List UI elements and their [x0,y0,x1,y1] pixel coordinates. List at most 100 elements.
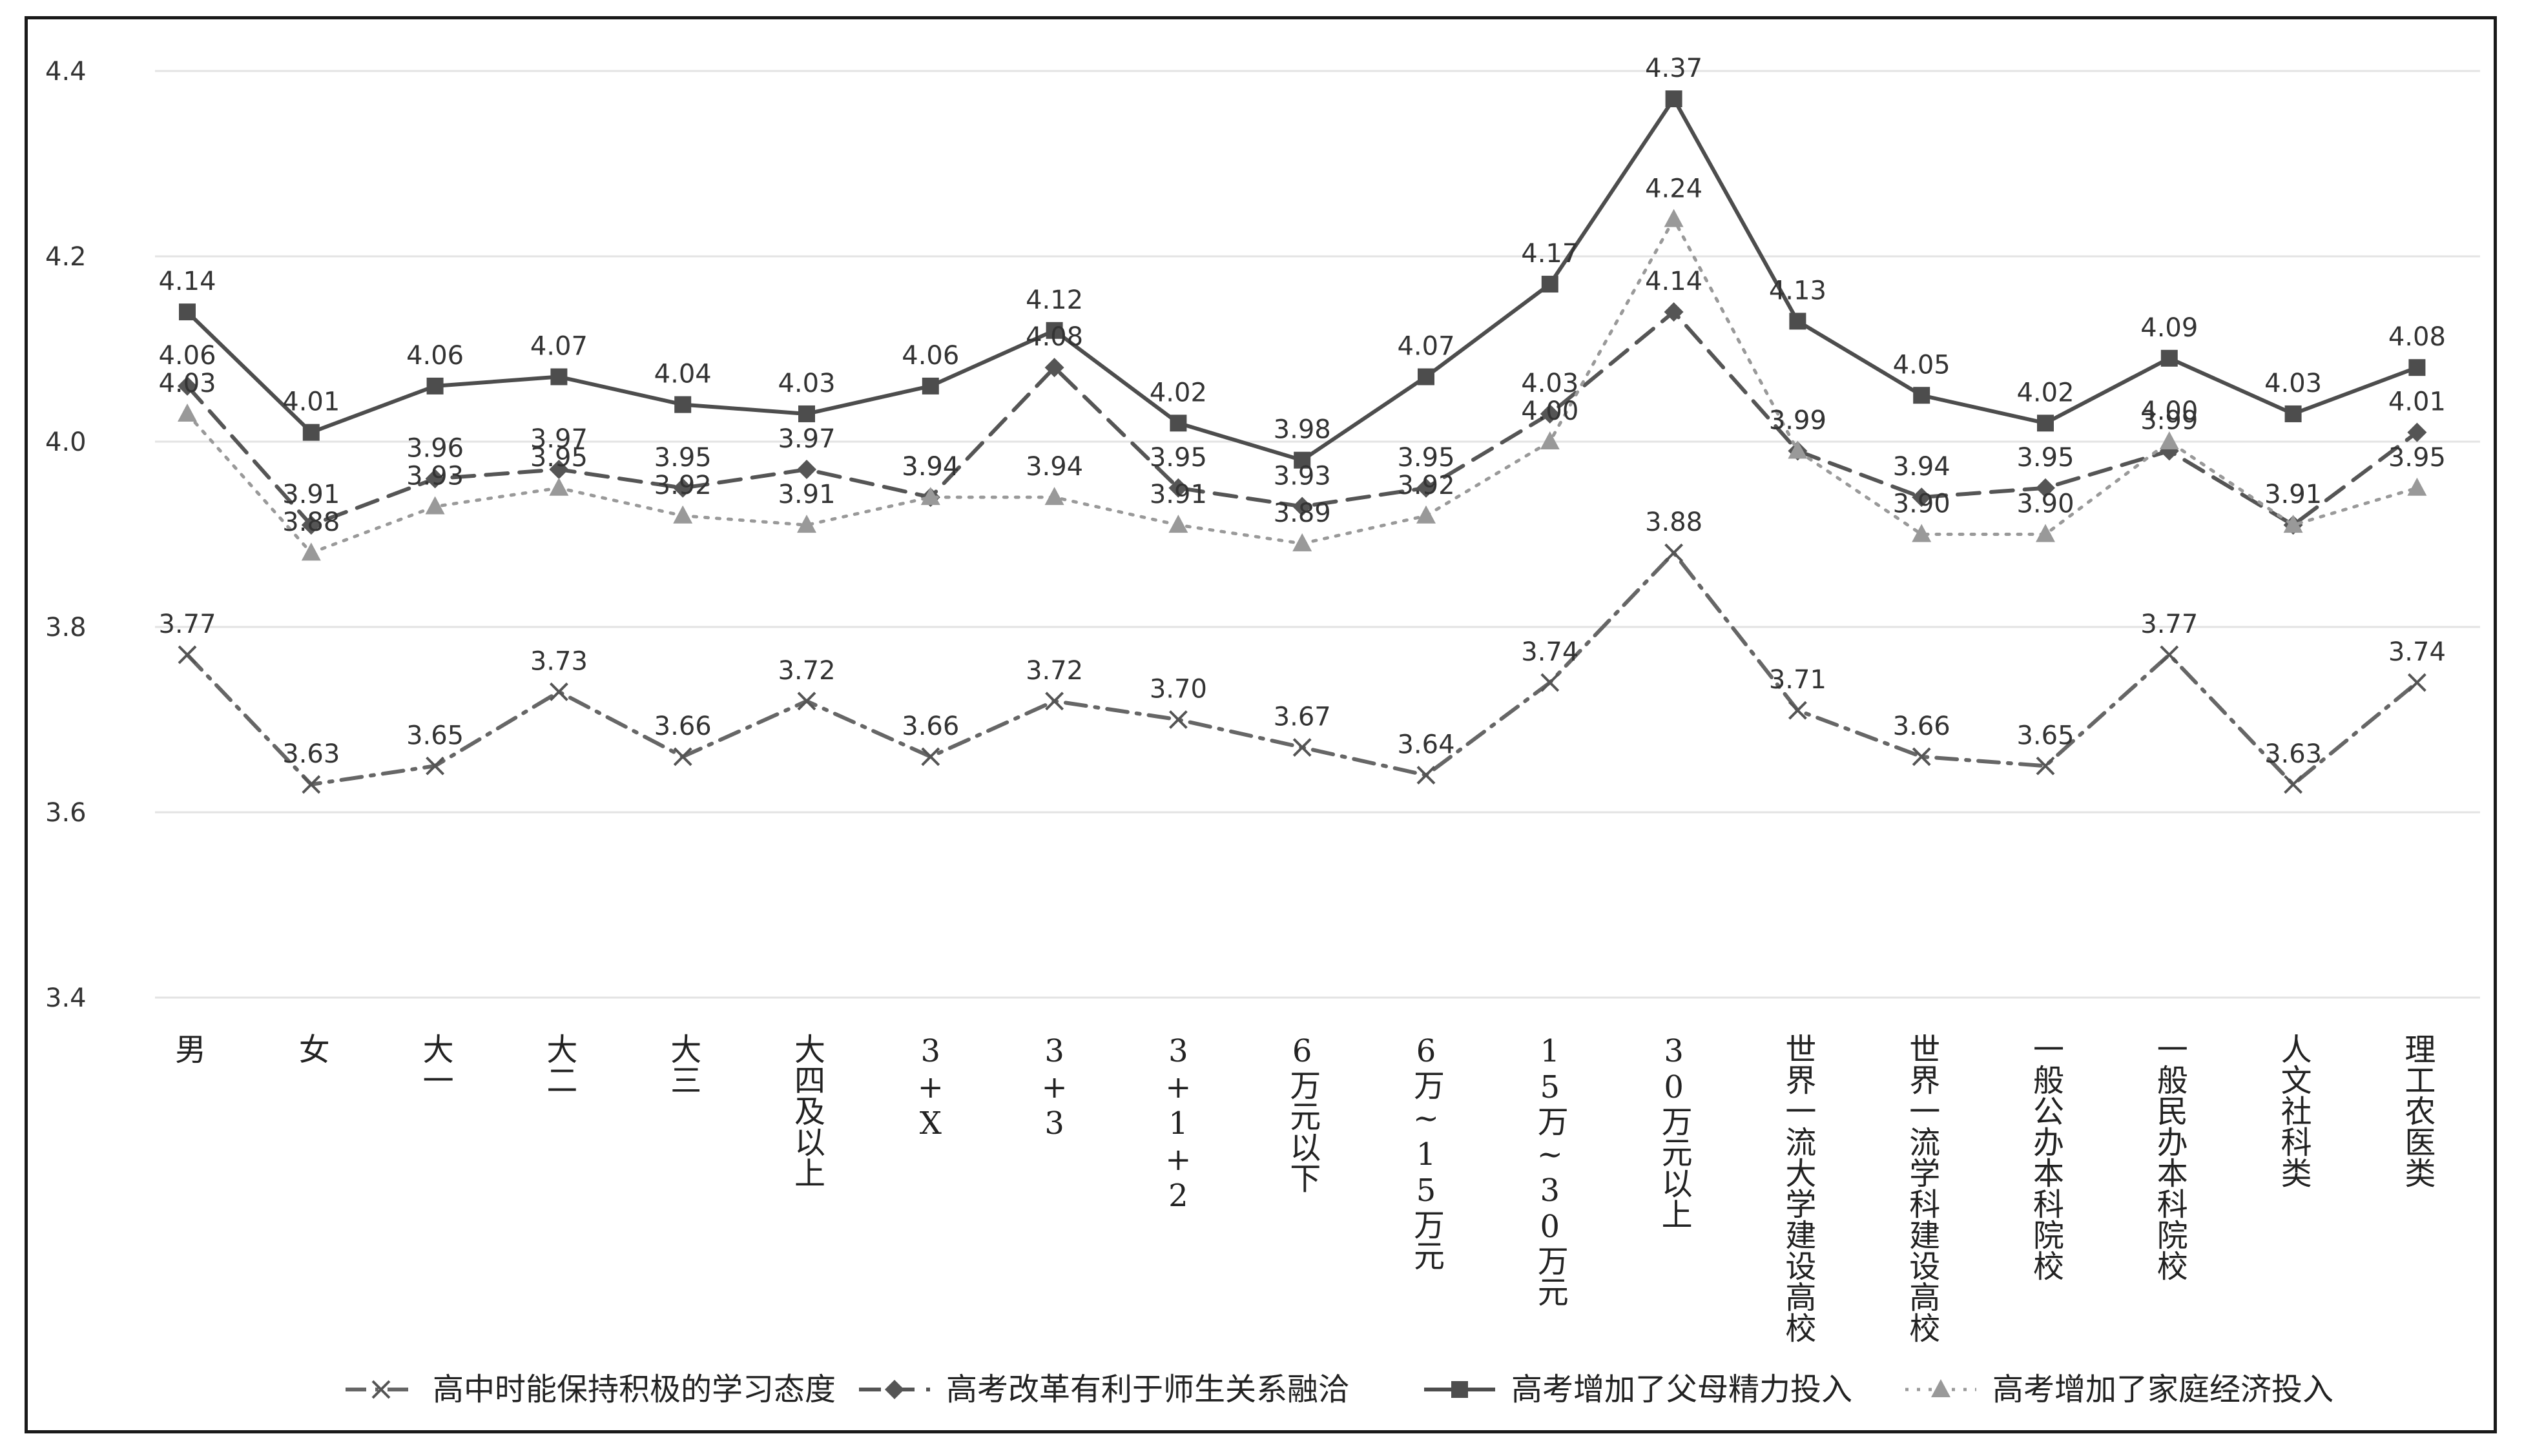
category-label: 6万~15万元 [1408,1033,1444,1271]
data-labels: 3.77 3.63 3.65 3.73 3.66 3.72 3.66 3.72 3.70 3.67… [158,54,2445,769]
data-label: 4.24 [1645,174,1702,204]
data-label: 4.13 [1769,276,1826,305]
data-label: 3.99 [2140,405,2198,435]
data-label: 3.72 [778,656,835,686]
point-marker [1912,487,1932,508]
data-label: 3.98 [1274,415,1331,445]
data-label: 4.00 [2140,396,2198,426]
point-marker [1418,368,1434,385]
point-marker [1541,276,1558,293]
data-label: 4.05 [1893,350,1950,380]
y-tick-label: 3.4 [45,983,87,1013]
point-marker [1045,692,1064,711]
point-marker [178,403,197,422]
data-label: 3.67 [1274,702,1331,732]
point-marker [921,747,940,766]
series-3 [179,90,2426,469]
series-lines [178,90,2427,794]
legend-label: 高中时能保持积极的学习态度 [433,1371,836,1408]
series-4 [178,209,2427,561]
category-label: 大二 [541,1033,577,1095]
point-marker [549,477,569,496]
data-label: 3.99 [1769,405,1826,435]
point-marker [179,303,196,321]
data-label: 3.95 [1150,443,1207,473]
data-label: 3.66 [654,712,712,741]
data-label: 4.02 [1150,378,1207,407]
point-marker [674,396,692,413]
data-label: 3.94 [902,452,959,482]
point-marker [2407,673,2426,692]
point-marker [1168,478,1188,498]
data-label: 3.95 [2016,443,2074,473]
point-marker [549,682,568,701]
point-marker [178,645,197,664]
category-label: 世界一流学科建设高校 [1903,1033,1940,1343]
data-label: 4.37 [1645,54,1702,83]
point-marker [1788,701,1807,720]
data-label: 3.91 [2264,480,2322,509]
data-label: 3.72 [1026,656,1083,686]
category-label: 大四及以上 [789,1033,825,1188]
point-marker [1170,415,1187,432]
legend-item: 高中时能保持积极的学习态度 [346,1371,836,1408]
category-label: 女 [293,1033,329,1064]
data-label: 4.06 [902,341,959,371]
point-marker [1168,710,1188,729]
point-marker [301,515,321,535]
legend-label: 高考增加了父母精力投入 [1511,1371,1852,1408]
point-marker [1664,209,1684,227]
y-tick-label: 4.0 [45,427,87,457]
category-label: 大一 [417,1033,453,1095]
point-marker [1292,533,1312,551]
point-marker [426,756,445,775]
y-tick-label: 4.4 [45,57,87,87]
point-marker [2160,349,2178,367]
category-label: 世界一流大学建设高校 [1779,1033,1815,1343]
point-marker [2284,405,2302,422]
point-marker [673,478,693,498]
point-marker [885,1380,904,1399]
data-label: 3.94 [1026,452,1083,482]
legend-item: 高考改革有利于师生关系融洽 [859,1371,1349,1408]
point-marker [922,377,939,395]
y-tick-label: 4.2 [45,242,87,272]
point-marker [2408,359,2426,376]
point-marker [1168,515,1188,533]
data-label: 3.74 [2388,637,2446,667]
point-marker [1044,487,1064,506]
category-label: 一般公办本科院校 [2027,1033,2064,1281]
category-label: 大三 [665,1033,701,1095]
category-label: 6万元以下 [1284,1033,1320,1193]
category-label: 3+3 [1037,1033,1073,1142]
data-label: 3.94 [902,452,959,482]
category-label: 一般民办本科院校 [2151,1033,2188,1281]
data-label: 3.92 [654,471,712,500]
data-label: 3.97 [778,424,835,454]
point-marker [425,469,445,489]
point-marker [797,460,816,480]
data-label: 3.93 [406,461,464,491]
data-label: 3.91 [1150,480,1207,509]
legend-label: 高考改革有利于师生关系融洽 [946,1371,1349,1408]
data-label: 4.04 [654,360,712,389]
point-marker [673,747,692,766]
point-marker [2407,422,2427,442]
data-label: 3.89 [1274,498,1331,528]
point-marker [371,1380,391,1399]
data-label: 3.73 [530,646,588,676]
data-label: 4.06 [406,341,464,371]
point-marker [1294,451,1311,469]
category-label: 理工农医类 [2399,1033,2435,1188]
point-marker [1416,505,1436,524]
point-marker [1416,478,1436,498]
data-label: 3.95 [654,443,712,473]
data-label: 4.01 [282,387,340,417]
point-marker [673,505,693,524]
data-label: 3.77 [2140,610,2198,639]
point-marker [301,542,321,561]
point-marker [1664,543,1684,562]
legend-item: 高考增加了家庭经济投入 [1905,1371,2333,1408]
point-marker [549,460,569,480]
point-marker [2037,415,2054,432]
